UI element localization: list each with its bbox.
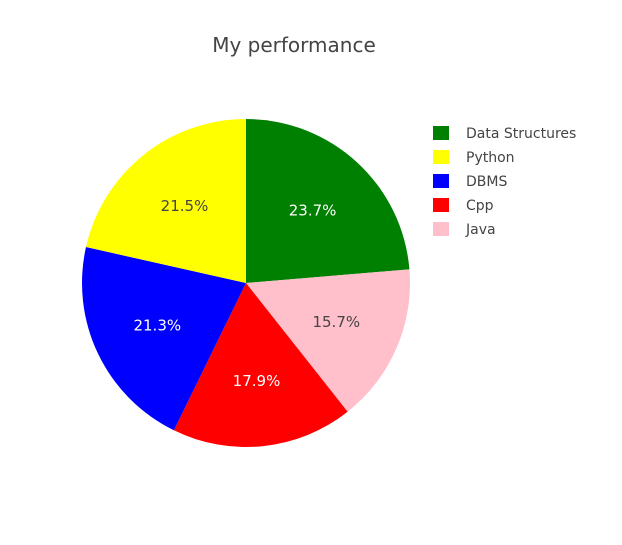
legend-item-dbms[interactable]: DBMS	[433, 174, 507, 190]
legend: Data Structures Python DBMS Cpp Java	[433, 126, 576, 238]
slice-label-data-structures: 23.7%	[289, 202, 337, 220]
pie-slice-labels: 23.7% 15.7% 17.9% 21.3% 21.5%	[133, 197, 360, 390]
legend-item-data-structures[interactable]: Data Structures	[433, 126, 576, 142]
legend-label: Cpp	[466, 198, 494, 214]
slice-label-java: 15.7%	[312, 313, 360, 331]
legend-swatch	[433, 198, 449, 212]
legend-label: Java	[465, 222, 496, 238]
pie-slices	[82, 119, 410, 448]
pie-slice-data-structures[interactable]	[246, 119, 410, 283]
legend-swatch	[433, 174, 449, 188]
legend-label: Data Structures	[466, 126, 576, 142]
legend-swatch	[433, 126, 449, 140]
pie-slice-java[interactable]	[246, 269, 410, 412]
slice-label-cpp: 17.9%	[233, 372, 281, 390]
legend-label: DBMS	[466, 174, 507, 190]
pie-slice-dbms[interactable]	[82, 247, 246, 431]
pie-slice-cpp[interactable]	[173, 283, 348, 448]
legend-item-cpp[interactable]: Cpp	[433, 198, 494, 214]
pie-slice-python[interactable]	[86, 119, 246, 283]
legend-swatch	[433, 150, 449, 164]
slice-label-python: 21.5%	[161, 197, 209, 215]
legend-swatch	[433, 222, 449, 236]
chart-title: My performance	[212, 33, 376, 57]
slice-label-dbms: 21.3%	[133, 317, 181, 335]
legend-item-java[interactable]: Java	[433, 222, 496, 238]
legend-label: Python	[466, 150, 515, 166]
legend-item-python[interactable]: Python	[433, 150, 515, 166]
